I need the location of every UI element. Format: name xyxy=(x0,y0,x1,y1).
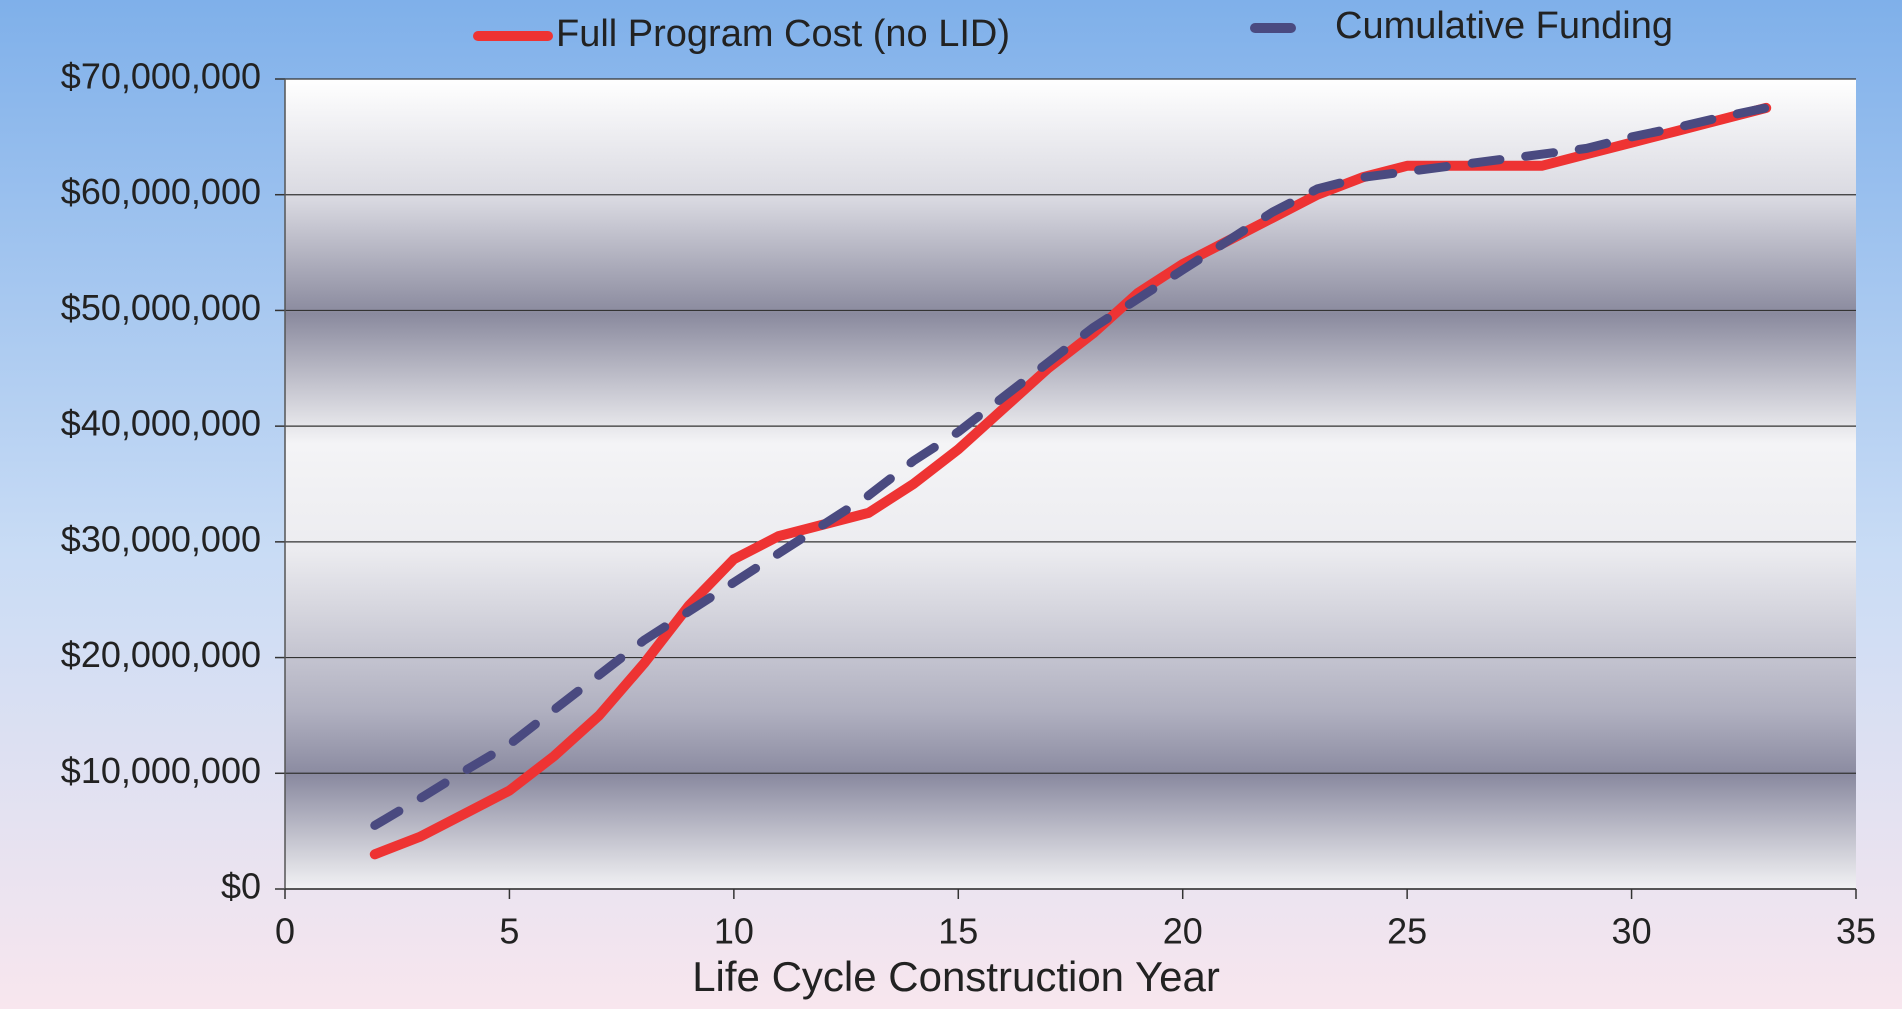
y-tick-label: $0 xyxy=(221,866,261,907)
x-axis-title: Life Cycle Construction Year xyxy=(692,953,1220,1000)
y-tick-label: $50,000,000 xyxy=(61,287,261,328)
x-tick-label: 5 xyxy=(499,911,519,952)
y-tick-label: $40,000,000 xyxy=(61,403,261,444)
y-tick-label: $70,000,000 xyxy=(61,56,261,97)
y-tick-label: $30,000,000 xyxy=(61,518,261,559)
x-tick-label: 20 xyxy=(1163,911,1203,952)
x-tick-label: 10 xyxy=(714,911,754,952)
x-tick-label: 25 xyxy=(1387,911,1427,952)
legend-label: Full Program Cost (no LID) xyxy=(556,13,1010,55)
series-line xyxy=(369,102,1772,860)
y-tick-label: $60,000,000 xyxy=(61,171,261,212)
x-tick-label: 15 xyxy=(938,911,978,952)
legend-label: Cumulative Funding xyxy=(1335,5,1673,47)
x-tick-label: 0 xyxy=(275,911,295,952)
plot-area xyxy=(285,79,1856,889)
series-line xyxy=(370,103,1771,830)
x-tick-label: 30 xyxy=(1612,911,1652,952)
x-tick-label: 35 xyxy=(1836,911,1876,952)
y-tick-label: $20,000,000 xyxy=(61,634,261,675)
y-tick-label: $10,000,000 xyxy=(61,750,261,791)
